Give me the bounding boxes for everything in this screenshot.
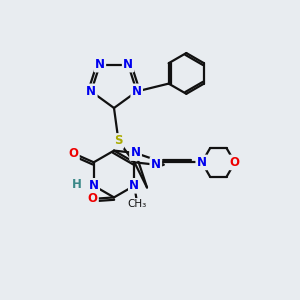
Text: CH₃: CH₃ bbox=[128, 199, 147, 209]
Text: N: N bbox=[130, 146, 141, 160]
Text: N: N bbox=[197, 156, 207, 169]
Text: N: N bbox=[130, 146, 141, 160]
Text: N: N bbox=[123, 58, 133, 71]
Text: O: O bbox=[68, 147, 78, 160]
Text: S: S bbox=[114, 134, 123, 148]
Text: N: N bbox=[89, 179, 99, 192]
Text: N: N bbox=[86, 85, 96, 98]
Text: N: N bbox=[132, 85, 142, 98]
Text: H: H bbox=[72, 178, 82, 191]
Text: N: N bbox=[129, 179, 139, 192]
Text: O: O bbox=[87, 192, 98, 206]
Text: O: O bbox=[230, 156, 240, 169]
Text: O: O bbox=[68, 147, 78, 160]
Text: H: H bbox=[72, 178, 82, 191]
Text: N: N bbox=[151, 158, 161, 171]
Text: N: N bbox=[132, 85, 142, 98]
Text: O: O bbox=[87, 192, 98, 206]
Text: N: N bbox=[86, 85, 96, 98]
Text: S: S bbox=[114, 134, 123, 148]
Text: N: N bbox=[197, 156, 207, 169]
Text: N: N bbox=[89, 179, 99, 192]
Text: N: N bbox=[95, 58, 105, 71]
Text: O: O bbox=[230, 156, 240, 169]
Text: N: N bbox=[123, 58, 133, 71]
Text: N: N bbox=[95, 58, 105, 71]
Text: N: N bbox=[129, 179, 139, 192]
Text: CH₃: CH₃ bbox=[128, 199, 147, 209]
Text: N: N bbox=[151, 158, 161, 171]
